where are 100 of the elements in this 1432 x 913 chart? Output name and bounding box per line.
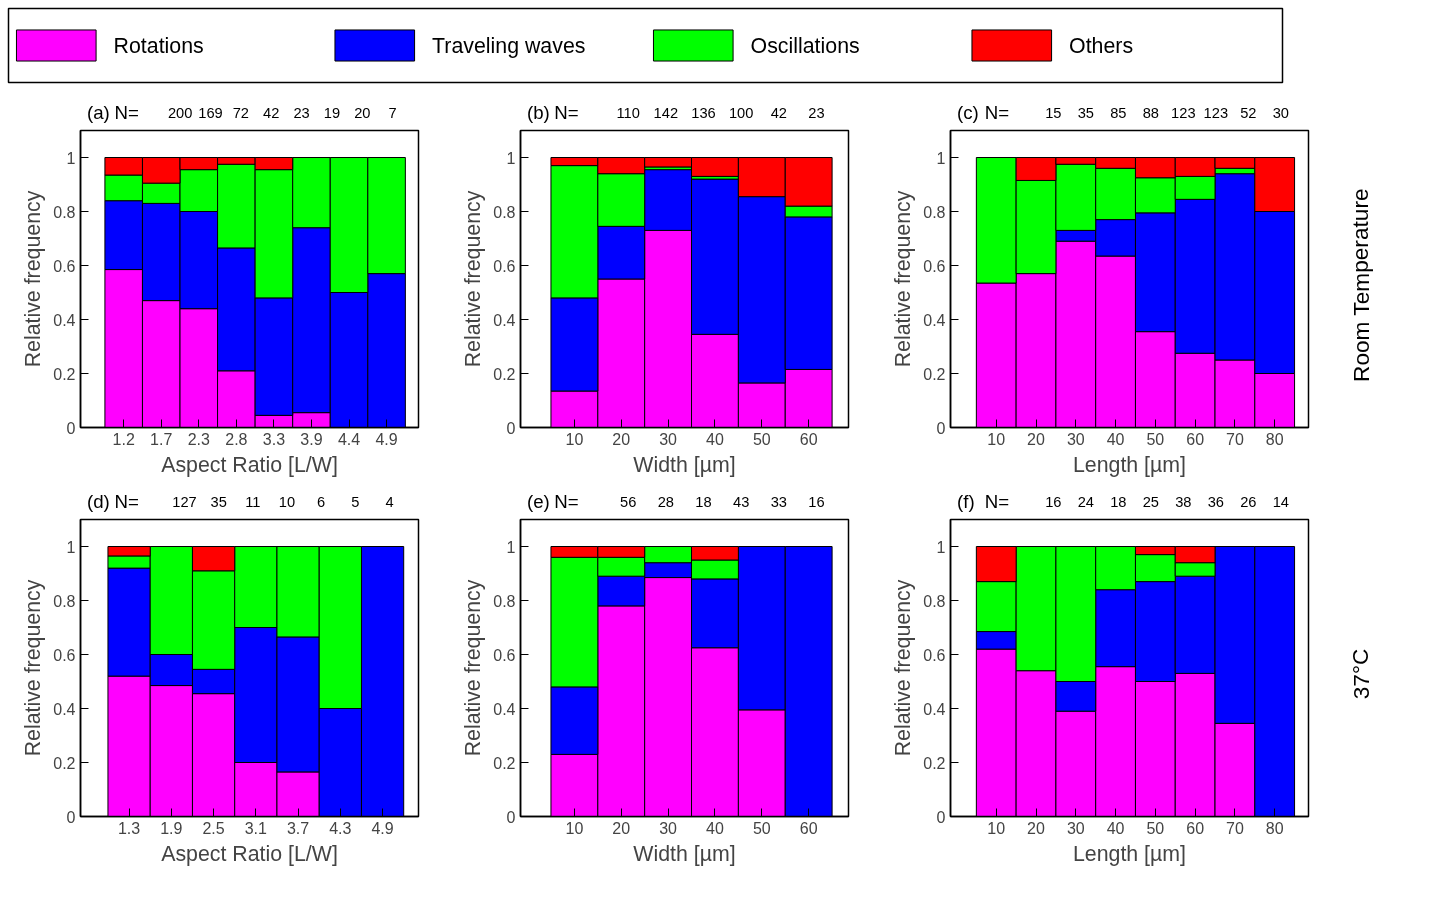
y-tick-label: 0.4 — [923, 700, 946, 718]
legend-label: Rotations — [113, 33, 204, 58]
chart-title: (c) — [957, 102, 979, 124]
x-tick-label: 30 — [659, 819, 678, 837]
x-tick-label: 80 — [1265, 819, 1284, 837]
x-tick-label: 1.7 — [150, 430, 173, 448]
text: N= — [554, 102, 579, 124]
y-tick-label: 0.6 — [493, 646, 516, 664]
text: 19 — [323, 104, 341, 121]
x-tick-label: 60 — [1186, 819, 1205, 837]
x-tick-label: 4.4 — [337, 430, 361, 448]
y-tick-label: 0.2 — [53, 754, 76, 772]
x-tick-label: 30 — [1066, 430, 1085, 448]
chart-title: (e) — [526, 491, 550, 513]
y-axis-title: Relative frequency — [21, 190, 46, 368]
x-tick-label: 20 — [612, 430, 631, 448]
y-axis-title: Relative frequency — [891, 190, 916, 368]
x-tick-label: 70 — [1226, 430, 1244, 448]
text: 200 — [167, 104, 193, 121]
y-tick-label: 0.2 — [493, 754, 516, 772]
y-tick-label: 0.6 — [493, 257, 516, 275]
text: 10 — [278, 493, 296, 510]
y-tick-label: 0.2 — [923, 754, 946, 772]
x-tick-label: 50 — [1146, 819, 1165, 837]
y-tick-label: 0 — [66, 808, 76, 826]
x-tick-label: 20 — [1027, 430, 1046, 448]
text: 42 — [263, 104, 280, 121]
x-tick-label: 4.3 — [329, 819, 352, 837]
y-tick-label: 1 — [936, 538, 946, 556]
x-tick-label: 10 — [565, 430, 584, 448]
x-tick-label: 60 — [799, 430, 818, 448]
y-tick-label: 1 — [506, 538, 516, 556]
text: 35 — [210, 493, 227, 510]
x-tick-label: 1.3 — [117, 819, 141, 837]
y-tick-label: 0.6 — [53, 257, 76, 275]
x-axis-title: Aspect Ratio [L/W] — [161, 841, 338, 866]
x-tick-label: 4.9 — [371, 819, 394, 837]
x-tick-label: 50 — [1146, 430, 1165, 448]
x-tick-label: 2.5 — [202, 819, 225, 837]
x-tick-label: 40 — [706, 819, 724, 837]
text: 88 — [1142, 104, 1159, 121]
text: 4 — [385, 493, 394, 510]
y-tick-label: 1 — [506, 149, 516, 167]
text: 6 — [317, 493, 326, 510]
x-tick-label: 60 — [1186, 430, 1205, 448]
y-tick-label: 0.4 — [923, 311, 946, 329]
text: 36 — [1207, 493, 1224, 510]
text: 18 — [695, 493, 712, 510]
legend-label: Oscillations — [750, 33, 860, 58]
legend-label: Others — [1069, 33, 1134, 58]
text: 123 — [1171, 104, 1196, 121]
x-axis-title: Width [µm] — [633, 452, 736, 477]
text: 28 — [657, 493, 674, 510]
chart-title: (f) — [957, 491, 975, 513]
x-tick-label: 10 — [987, 430, 1006, 448]
x-axis-title: Length [µm] — [1072, 841, 1187, 866]
y-tick-label: 0.4 — [493, 311, 516, 329]
text: Room Temperature — [1347, 188, 1374, 382]
y-tick-label: 1 — [66, 149, 76, 167]
y-axis-title: Relative frequency — [461, 190, 486, 368]
x-tick-label: 50 — [752, 819, 771, 837]
text: 142 — [653, 104, 679, 121]
text: 23 — [293, 104, 310, 121]
x-tick-label: 40 — [1106, 819, 1125, 837]
y-tick-label: 0.4 — [493, 700, 516, 718]
x-tick-label: 3.3 — [262, 430, 286, 448]
text: 85 — [1110, 104, 1127, 121]
y-tick-label: 0.2 — [53, 365, 76, 383]
text: 18 — [1110, 493, 1127, 510]
y-tick-label: 0.4 — [53, 311, 76, 329]
x-axis-title: Length [µm] — [1072, 452, 1187, 477]
y-tick-label: 0 — [936, 808, 946, 826]
text: 127 — [172, 493, 197, 510]
text: 52 — [1240, 104, 1257, 121]
text: 15 — [1045, 104, 1062, 121]
text: 38 — [1175, 493, 1192, 510]
x-axis-title: Aspect Ratio [L/W] — [161, 452, 338, 477]
x-tick-label: 3.7 — [286, 819, 310, 837]
y-tick-label: 0.8 — [493, 203, 516, 221]
text: N= — [114, 491, 139, 513]
text: 72 — [232, 104, 250, 121]
x-tick-label: 70 — [1226, 819, 1244, 837]
x-tick-label: 50 — [752, 430, 771, 448]
x-tick-label: 60 — [799, 819, 818, 837]
x-tick-label: 10 — [565, 819, 584, 837]
y-tick-label: 0.8 — [53, 203, 76, 221]
x-tick-label: 80 — [1265, 430, 1284, 448]
text: 16 — [808, 493, 825, 510]
text: 25 — [1142, 493, 1159, 510]
chart-title: (a) — [86, 102, 110, 124]
text: N= — [114, 102, 139, 124]
text: N= — [984, 102, 1010, 124]
text: N= — [984, 491, 1010, 513]
text: 7 — [388, 104, 397, 121]
text: 123 — [1203, 104, 1229, 121]
x-tick-label: 4.9 — [375, 430, 398, 448]
text: 11 — [245, 493, 261, 510]
x-tick-label: 1.9 — [160, 819, 183, 837]
x-tick-label: 20 — [612, 819, 631, 837]
y-axis-title: Relative frequency — [21, 579, 46, 757]
